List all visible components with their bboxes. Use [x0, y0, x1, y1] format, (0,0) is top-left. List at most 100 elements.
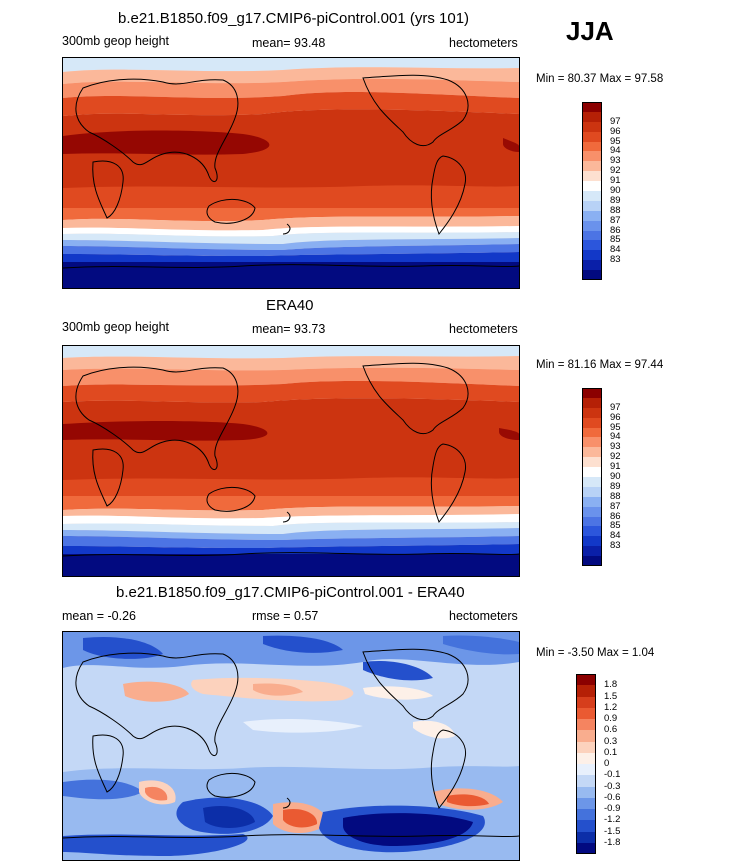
panel-3-contour-field [63, 632, 519, 860]
colorbar-label: 94 [610, 431, 621, 443]
colorbar-label: 93 [610, 441, 621, 453]
colorbar-swatch [582, 270, 602, 280]
colorbar-swatch [582, 111, 602, 122]
colorbar-label: 1.8 [604, 679, 618, 691]
colorbar-swatch [582, 427, 602, 438]
panel-1-minmax: Min = 80.37 Max = 97.58 [536, 73, 664, 85]
colorbar-label: 89 [610, 480, 621, 492]
colorbar-label: 0.9 [604, 713, 618, 724]
colorbar-label: 1.2 [604, 701, 618, 713]
panel-2-units: hectometers [449, 322, 518, 336]
colorbar-swatch [582, 486, 602, 497]
panel-2-title: ERA40 [266, 297, 314, 314]
panel-2-colorbar: 97 96 95 94 93 92 91 90 89 88 87 86 85 84 83 [582, 388, 662, 568]
colorbar-swatch [582, 210, 602, 221]
colorbar-label: 97 [610, 115, 621, 127]
colorbar-swatch [582, 161, 602, 172]
colorbar-swatch [582, 477, 602, 487]
colorbar-swatch [582, 437, 602, 448]
panel-3-colorbar: 1.8 1.5 1.2 0.9 0.6 0.3 0.1 0 -0.1 -0.3 -0.6 -0.9 -1… [576, 674, 656, 854]
colorbar-swatch [582, 121, 602, 132]
colorbar-swatch [582, 417, 602, 428]
colorbar-swatch [576, 696, 596, 708]
panel-1-mean: mean= 93.48 [252, 36, 326, 50]
colorbar-swatch [582, 151, 602, 162]
season-label: JJA [566, 16, 614, 46]
colorbar-swatch [582, 230, 602, 241]
colorbar-swatch [582, 447, 602, 458]
colorbar-label: 0 [604, 758, 610, 769]
colorbar-label: 95 [610, 421, 621, 433]
panel-3-title: b.e21.B1850.f09_g17.CMIP6-piControl.001 … [116, 584, 465, 601]
colorbar-swatch [582, 171, 602, 182]
colorbar-label: 88 [610, 490, 621, 502]
panel-1-title: b.e21.B1850.f09_g17.CMIP6-piControl.001 … [118, 10, 470, 27]
colorbar-swatch [582, 496, 602, 507]
colorbar-label: -1.2 [604, 814, 621, 826]
colorbar-label: 89 [610, 194, 621, 206]
panel-1-contour-field [63, 58, 519, 288]
colorbar-label: 93 [610, 155, 621, 167]
colorbar-label: 0.3 [604, 735, 618, 747]
colorbar-swatch [576, 797, 596, 809]
colorbar-swatch [582, 141, 602, 152]
colorbar-swatch [576, 685, 596, 697]
colorbar-label: 87 [610, 214, 621, 226]
colorbar-swatch [576, 707, 596, 719]
colorbar-swatch [576, 741, 596, 753]
colorbar-label: 91 [610, 175, 621, 187]
panel-3-map [62, 631, 520, 861]
colorbar-swatch [582, 250, 602, 261]
colorbar-swatch [576, 674, 596, 686]
colorbar-swatch [582, 102, 602, 112]
colorbar-label: -0.6 [604, 791, 621, 803]
colorbar-label: -0.9 [604, 803, 621, 814]
colorbar-label: 83 [610, 254, 621, 266]
colorbar-label: 90 [610, 471, 621, 482]
colorbar-label: 85 [610, 520, 621, 532]
colorbar-swatch [576, 775, 596, 787]
colorbar-label: 83 [610, 540, 621, 552]
colorbar-label: 0.6 [604, 724, 618, 736]
colorbar-swatch [582, 240, 602, 251]
colorbar-label: -1.5 [604, 825, 621, 837]
colorbar-label: -0.1 [604, 769, 621, 781]
colorbar-label: 95 [610, 135, 621, 147]
colorbar-swatch [582, 260, 602, 271]
panel-3-units: hectometers [449, 609, 518, 623]
colorbar-label: 84 [610, 530, 621, 542]
colorbar-label: -0.3 [604, 780, 621, 792]
colorbar-label: 1.5 [604, 690, 618, 702]
colorbar-swatch [582, 457, 602, 468]
colorbar-swatch [576, 820, 596, 832]
panel-2-contour-field [63, 346, 519, 576]
colorbar-swatch [576, 719, 596, 731]
colorbar-swatch [582, 388, 602, 398]
colorbar-swatch [576, 730, 596, 742]
colorbar-swatch [582, 556, 602, 566]
colorbar-label: 88 [610, 204, 621, 216]
colorbar-swatch [582, 546, 602, 557]
colorbar-swatch [582, 181, 602, 191]
colorbar-swatch [582, 526, 602, 537]
panel-2-map [62, 345, 520, 577]
colorbar-label: 97 [610, 401, 621, 413]
panel-3-minmax: Min = -3.50 Max = 1.04 [536, 647, 655, 659]
colorbar-label: 96 [610, 411, 621, 423]
colorbar-swatch [582, 407, 602, 418]
colorbar-label: 94 [610, 145, 621, 157]
colorbar-label: 92 [610, 451, 621, 463]
colorbar-label: 90 [610, 185, 621, 196]
colorbar-swatch [582, 220, 602, 231]
panel-3-mean: mean = -0.26 [62, 609, 137, 623]
colorbar-label: -1.8 [604, 836, 621, 848]
colorbar-label: 0.1 [604, 746, 618, 758]
colorbar-label: 85 [610, 234, 621, 246]
colorbar-swatch [576, 752, 596, 764]
colorbar-swatch [582, 467, 602, 477]
colorbar-label: 92 [610, 165, 621, 177]
panel-1-colorbar: 97 96 95 94 93 92 91 90 89 88 87 86 85 84 83 [582, 102, 662, 282]
colorbar-label: 84 [610, 244, 621, 256]
colorbar-swatch [576, 809, 596, 821]
colorbar-label: 86 [610, 224, 621, 236]
